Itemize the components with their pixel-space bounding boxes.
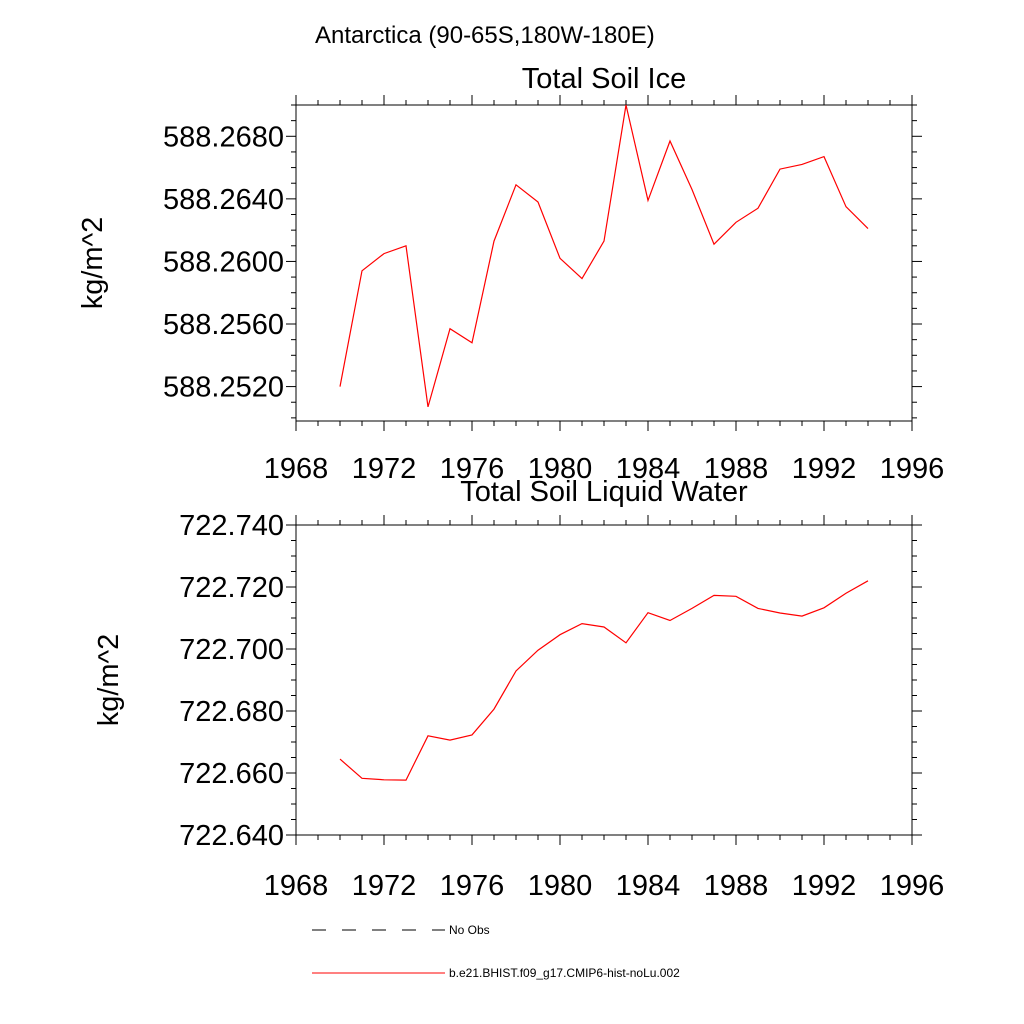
x-tick-label: 1980 (528, 870, 593, 902)
y-axis-label: kg/m^2 (93, 634, 125, 727)
x-tick-label: 1968 (264, 453, 329, 485)
y-tick-label: 588.2520 (163, 372, 284, 404)
x-tick-label: 1972 (352, 453, 417, 485)
legend-label-model-run: b.e21.BHIST.f09_g17.CMIP6-hist-noLu.002 (449, 966, 680, 980)
y-tick-label: 722.640 (179, 820, 284, 852)
x-tick-label: 1996 (880, 870, 945, 902)
legend: No Obs b.e21.BHIST.f09_g17.CMIP6-hist-no… (312, 923, 680, 980)
series-line (339, 104, 869, 408)
chart-panel-total-soil-ice: 1968 1972 1976 1980 1984 1988 1992 1996 588.2520… (77, 63, 944, 485)
y-tick-label: 722.660 (179, 758, 284, 790)
plot-frame (295, 524, 913, 836)
y-tick-label: 722.700 (179, 634, 284, 666)
chart-title: Total Soil Ice (522, 63, 686, 95)
x-tick-label: 1988 (704, 453, 769, 485)
chart-title: Total Soil Liquid Water (460, 476, 748, 508)
y-axis-label: kg/m^2 (77, 217, 109, 310)
legend-label-no-obs: No Obs (449, 923, 490, 937)
x-tick-label: 1984 (616, 453, 681, 485)
x-tick-label: 1976 (440, 453, 505, 485)
y-tick-label: 722.740 (179, 510, 284, 542)
y-tick-label: 588.2600 (163, 246, 284, 278)
x-tick-label: 1996 (880, 453, 945, 485)
x-tick-label: 1976 (440, 870, 505, 902)
series-line (339, 580, 869, 781)
x-tick-label: 1968 (264, 870, 329, 902)
y-tick-label: 722.680 (179, 696, 284, 728)
x-tick-label: 1980 (528, 453, 593, 485)
x-tick-label: 1984 (616, 870, 681, 902)
y-tick-label: 588.2640 (163, 184, 284, 216)
x-tick-label: 1992 (792, 870, 857, 902)
figure-title: Antarctica (90-65S,180W-180E) (315, 22, 655, 49)
chart-panel-total-soil-liquid-water: 1968 1972 1976 1980 1984 1988 1992 1996 722.640 7… (93, 476, 944, 902)
y-tick-label: 588.2680 (163, 121, 284, 153)
x-tick-label: 1992 (792, 453, 857, 485)
plot-frame (295, 104, 913, 422)
x-tick-label: 1972 (352, 870, 417, 902)
x-tick-label: 1988 (704, 870, 769, 902)
y-tick-label: 588.2560 (163, 309, 284, 341)
y-tick-label: 722.720 (179, 572, 284, 604)
